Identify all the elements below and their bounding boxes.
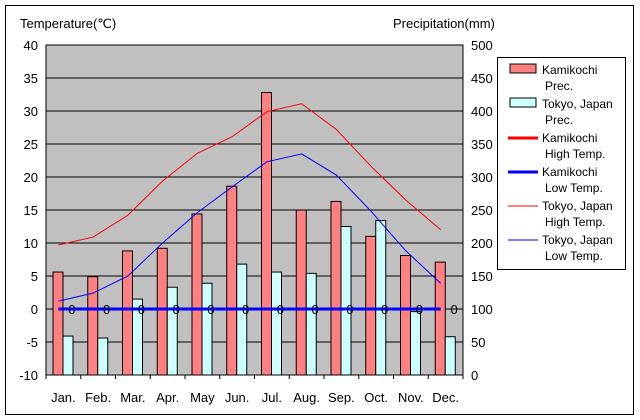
bar-kamikochi-prec- xyxy=(122,250,133,376)
y-tick-label: 10 xyxy=(24,236,38,251)
y-tick-label: 25 xyxy=(24,137,38,152)
y2-tick-label: 500 xyxy=(471,38,493,53)
bar-tokyo-japan-prec- xyxy=(132,298,143,376)
point-marker-label: 0 xyxy=(138,302,145,317)
legend-label: Tokyo, Japan xyxy=(542,97,613,111)
bar-kamikochi-prec- xyxy=(87,276,99,376)
bar-kamikochi-prec- xyxy=(226,185,238,376)
y-tick-label: 15 xyxy=(24,203,38,218)
y-tick-label: 20 xyxy=(24,170,38,185)
point-marker-label: 0 xyxy=(312,302,319,317)
line-tokyo-japan-high-temp- xyxy=(58,103,441,246)
point-marker-label: 0 xyxy=(277,302,284,317)
point-marker-label: 0 xyxy=(103,302,110,317)
x-tick-label: Dec. xyxy=(432,390,459,405)
legend-label: Low Temp. xyxy=(545,249,603,263)
point-marker-label: 0 xyxy=(173,302,180,317)
x-tick-label: Feb. xyxy=(85,390,111,405)
legend-label: Prec. xyxy=(545,113,573,127)
y2-tick-label: 150 xyxy=(471,269,493,284)
bar-kamikochi-prec- xyxy=(261,92,272,376)
bar-tokyo-japan-prec- xyxy=(271,271,282,376)
y2-tick-label: 250 xyxy=(471,203,493,218)
bar-kamikochi-prec- xyxy=(330,200,342,376)
y2-tick-label: 450 xyxy=(471,71,493,86)
point-marker-label: 0 xyxy=(451,302,458,317)
y-axis-title: Temperature(℃) xyxy=(20,16,116,31)
bar-tokyo-japan-prec- xyxy=(62,335,74,376)
x-tick-label: Aug. xyxy=(293,390,320,405)
legend-box xyxy=(497,57,626,270)
legend-swatch xyxy=(509,63,537,74)
y2-tick-label: 300 xyxy=(471,170,493,185)
legend-swatch xyxy=(509,97,537,108)
x-tick-label: May xyxy=(190,390,215,405)
x-tick-label: Sep. xyxy=(328,390,355,405)
bar-kamikochi-prec- xyxy=(365,235,377,376)
legend-label: High Temp. xyxy=(545,215,605,229)
point-marker-label: 0 xyxy=(68,302,75,317)
y-tick-label: -10 xyxy=(19,368,38,383)
bar-tokyo-japan-prec- xyxy=(340,226,352,376)
x-tick-label: Mar. xyxy=(120,390,145,405)
legend-label: Prec. xyxy=(545,79,573,93)
x-tick-label: Apr. xyxy=(156,390,179,405)
y-tick-label: 40 xyxy=(24,38,38,53)
legend-label: Kamikochi xyxy=(542,165,597,179)
legend-label: Kamikochi xyxy=(542,131,597,145)
point-marker-label: 0 xyxy=(381,302,388,317)
y2-axis-title: Precipitation(mm) xyxy=(393,16,495,31)
bar-tokyo-japan-prec- xyxy=(305,272,317,376)
x-tick-label: Jul. xyxy=(262,390,282,405)
x-tick-label: Nov. xyxy=(398,390,424,405)
legend-label: High Temp. xyxy=(545,147,605,161)
bar-kamikochi-prec- xyxy=(52,271,64,376)
bar-tokyo-japan-prec- xyxy=(444,336,456,376)
x-tick-label: Jan. xyxy=(51,390,76,405)
point-marker-label: 0 xyxy=(242,302,249,317)
legend-label: Low Temp. xyxy=(545,181,603,195)
bar-kamikochi-prec- xyxy=(434,261,446,376)
bar-kamikochi-prec- xyxy=(295,209,307,376)
bar-kamikochi-prec- xyxy=(156,247,168,376)
line-tokyo-japan-low-temp- xyxy=(58,153,441,302)
y-tick-label: 35 xyxy=(24,71,38,86)
y2-tick-label: 50 xyxy=(471,335,485,350)
y-tick-label: 5 xyxy=(31,269,38,284)
y2-tick-label: 100 xyxy=(471,302,493,317)
y-tick-label: 30 xyxy=(24,104,38,119)
legend-label: Kamikochi xyxy=(542,63,597,77)
bar-tokyo-japan-prec- xyxy=(201,282,213,376)
y2-tick-label: 400 xyxy=(471,104,493,119)
bar-tokyo-japan-prec- xyxy=(410,311,421,376)
y2-tick-label: 200 xyxy=(471,236,493,251)
bar-tokyo-japan-prec- xyxy=(97,337,109,376)
point-marker-label: 0 xyxy=(207,302,214,317)
bar-tokyo-japan-prec- xyxy=(375,220,387,376)
plot-area: -10-505101520253035400501001502002503003… xyxy=(19,38,493,405)
y2-tick-label: 350 xyxy=(471,137,493,152)
point-marker-label: 0 xyxy=(416,302,423,317)
legend-label: Tokyo, Japan xyxy=(542,199,613,213)
point-marker-label: 0 xyxy=(346,302,353,317)
x-tick-label: Jun. xyxy=(225,390,250,405)
bar-tokyo-japan-prec- xyxy=(166,286,178,376)
y2-tick-label: 0 xyxy=(471,368,478,383)
x-tick-label: Oct. xyxy=(364,390,388,405)
y-tick-label: 0 xyxy=(31,302,38,317)
bar-tokyo-japan-prec- xyxy=(236,263,248,376)
legend: Kamikochi Prec. Tokyo, Japan Prec. Kamikochi… xyxy=(497,57,626,270)
legend-label: Tokyo, Japan xyxy=(542,233,613,247)
bar-kamikochi-prec- xyxy=(191,213,203,376)
bar-kamikochi-prec- xyxy=(400,255,411,376)
y-tick-label: -5 xyxy=(26,335,38,350)
